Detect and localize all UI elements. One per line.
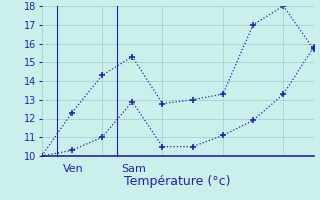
Text: Sam: Sam xyxy=(122,164,147,174)
Text: Température (°c): Température (°c) xyxy=(124,175,231,188)
Text: Ven: Ven xyxy=(63,164,84,174)
